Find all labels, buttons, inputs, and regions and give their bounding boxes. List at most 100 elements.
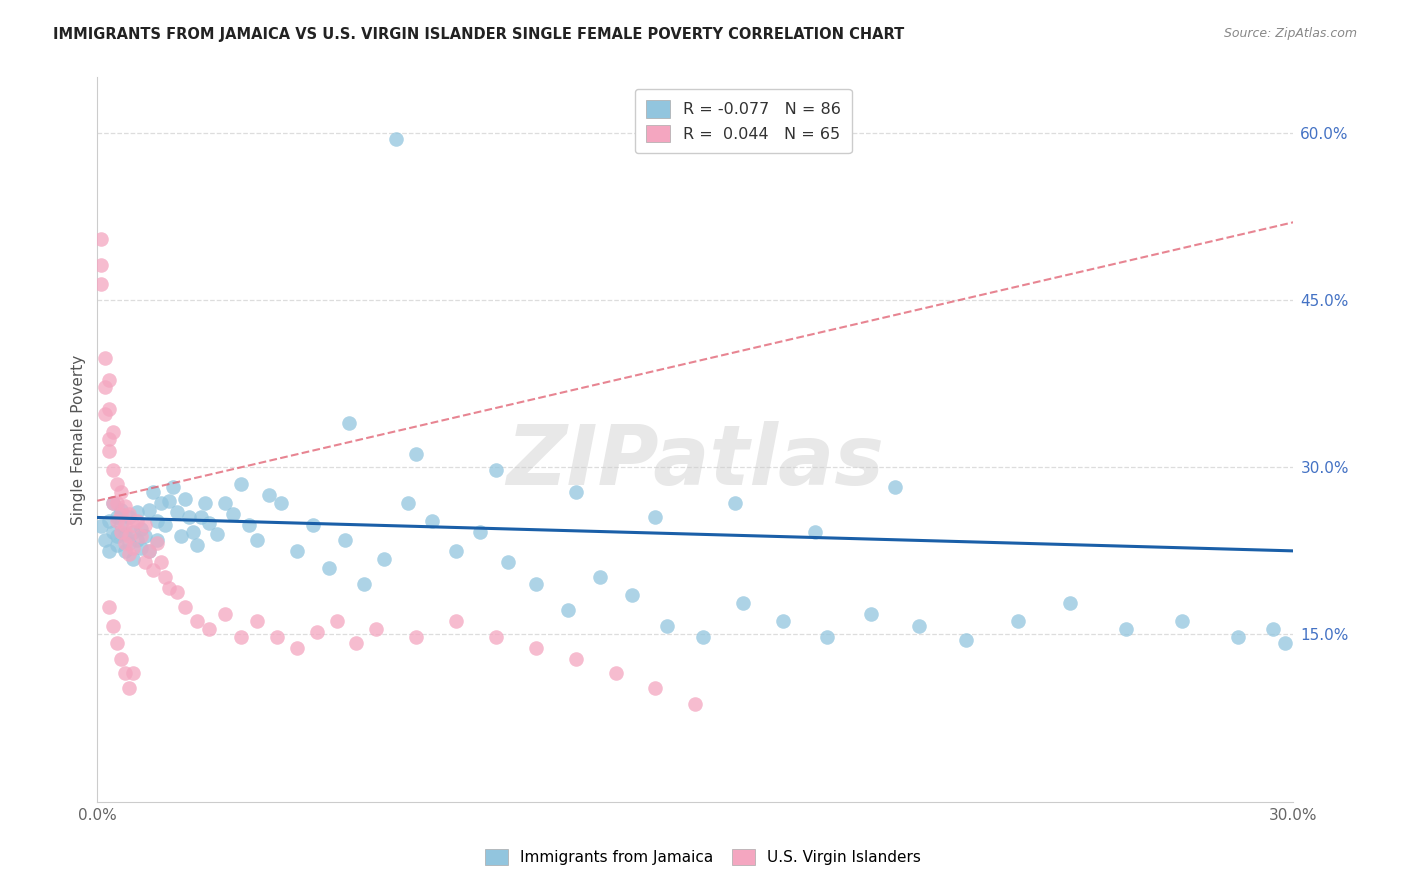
Point (90, 258, 112, 272)
Point (214, 607, 236, 622)
Point (110, 484, 132, 499)
Point (605, 666, 627, 681)
Point (114, 544, 136, 558)
Point (955, 632, 977, 647)
Point (118, 510, 141, 524)
Point (150, 496, 173, 510)
Point (118, 529, 141, 543)
Point (166, 585, 188, 599)
Text: Source: ZipAtlas.com: Source: ZipAtlas.com (1223, 27, 1357, 40)
Point (98, 374, 121, 388)
Point (657, 618, 679, 632)
Point (94, 533, 117, 547)
Point (186, 538, 208, 552)
Point (620, 589, 643, 603)
Point (134, 529, 156, 543)
Point (122, 541, 145, 555)
Point (157, 581, 180, 595)
Point (557, 603, 579, 617)
Point (90, 232, 112, 246)
Y-axis label: Single Female Poverty: Single Female Poverty (72, 354, 86, 524)
Point (105, 477, 128, 491)
Point (1007, 614, 1029, 628)
Point (90, 277, 112, 291)
Point (103, 425, 125, 439)
Point (98, 544, 121, 558)
Point (110, 518, 132, 533)
Point (153, 518, 176, 533)
Text: IMMIGRANTS FROM JAMAICA VS U.S. VIRGIN ISLANDER SINGLE FEMALE POVERTY CORRELATIO: IMMIGRANTS FROM JAMAICA VS U.S. VIRGIN I… (53, 27, 904, 42)
Point (138, 544, 160, 558)
Point (366, 622, 388, 636)
Point (346, 636, 368, 650)
Point (565, 484, 588, 499)
Point (186, 614, 208, 628)
Point (733, 596, 755, 610)
Point (138, 544, 160, 558)
Point (110, 524, 132, 539)
Point (883, 480, 905, 494)
Point (337, 416, 360, 430)
Point (496, 555, 519, 569)
Legend: Immigrants from Jamaica, U.S. Virgin Islanders: Immigrants from Jamaica, U.S. Virgin Isl… (479, 843, 927, 871)
Point (468, 524, 491, 539)
Point (405, 630, 427, 644)
Point (110, 652, 132, 666)
Point (118, 507, 141, 521)
Point (146, 536, 169, 550)
Point (198, 516, 221, 530)
Point (146, 514, 169, 528)
Point (524, 577, 547, 591)
Point (385, 132, 408, 146)
Point (138, 502, 160, 516)
Point (98, 402, 121, 417)
Point (98, 599, 121, 614)
Point (565, 652, 588, 666)
Point (907, 618, 929, 632)
Point (318, 560, 340, 574)
Point (181, 524, 204, 539)
Point (98, 514, 121, 528)
Point (815, 630, 838, 644)
Point (162, 480, 184, 494)
Point (134, 555, 156, 569)
Point (114, 518, 136, 533)
Point (333, 533, 356, 547)
Point (1263, 622, 1285, 636)
Point (353, 577, 375, 591)
Point (174, 599, 197, 614)
Point (772, 614, 794, 628)
Point (153, 569, 176, 583)
Point (229, 630, 252, 644)
Point (246, 533, 269, 547)
Point (266, 630, 288, 644)
Point (1059, 596, 1081, 610)
Text: ZIPatlas: ZIPatlas (506, 421, 884, 501)
Point (285, 640, 308, 655)
Point (405, 447, 427, 461)
Point (589, 569, 612, 583)
Point (146, 533, 169, 547)
Point (804, 524, 827, 539)
Point (127, 505, 149, 519)
Point (150, 555, 173, 569)
Point (142, 563, 165, 577)
Point (257, 488, 280, 502)
Point (90, 519, 112, 533)
Point (114, 666, 136, 681)
Point (110, 507, 132, 521)
Point (114, 500, 136, 514)
Point (692, 630, 714, 644)
Point (103, 618, 125, 632)
Point (105, 514, 128, 528)
Point (94, 407, 117, 421)
Point (118, 681, 141, 695)
Point (122, 551, 145, 566)
Point (118, 547, 141, 561)
Point (444, 614, 467, 628)
Point (129, 522, 152, 536)
Point (114, 527, 136, 541)
Point (103, 496, 125, 510)
Point (1274, 636, 1296, 650)
Point (174, 491, 197, 506)
